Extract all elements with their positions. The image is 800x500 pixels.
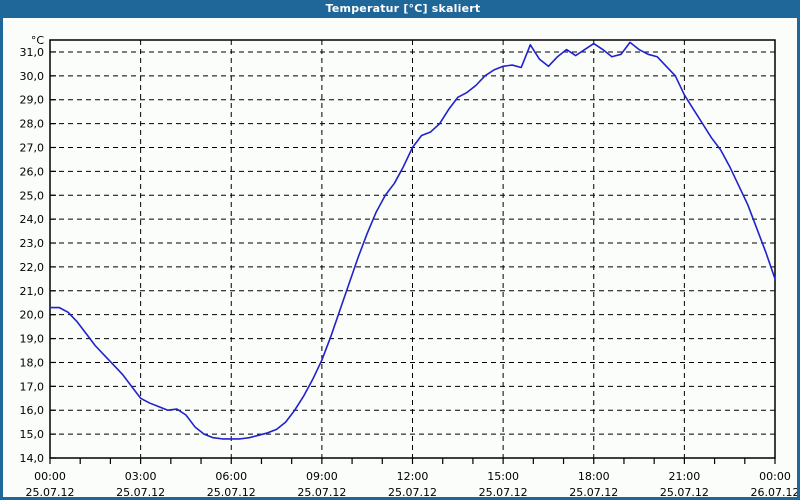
x-axis-tick-labels: 00:00 25.07.12 03:00 25.07.12 06:00 25.07.12 0… — [26, 470, 800, 499]
temperature-line-chart: 14,0 15,0 16,0 17,0 18,0 19,0 20,0 21,0 22,0 23,0… — [20, 34, 800, 499]
chart-plot-area: 14,0 15,0 16,0 17,0 18,0 19,0 20,0 21,0 22,0 23,0… — [3, 18, 800, 499]
y-tick-label: 14,0 — [20, 452, 45, 465]
x-gridlines — [140, 40, 685, 458]
y-tick-label: 27,0 — [20, 141, 45, 154]
y-tick-label: 21,0 — [20, 285, 45, 298]
x-tick-time-label: 12:00 — [397, 470, 429, 483]
x-tick-date-label: 25.07.12 — [660, 486, 709, 499]
y-tick-label: 20,0 — [20, 309, 45, 322]
x-tick-date-label: 25.07.12 — [297, 486, 346, 499]
x-tick-date-label: 25.07.12 — [207, 486, 256, 499]
x-tick-time-label: 06:00 — [215, 470, 247, 483]
y-tick-label: 28,0 — [20, 118, 45, 131]
x-tick-time-label: 03:00 — [125, 470, 157, 483]
y-tick-label: 23,0 — [20, 237, 45, 250]
x-tick-date-label: 25.07.12 — [388, 486, 437, 499]
x-tick-date-label: 25.07.12 — [116, 486, 165, 499]
window-title: Temperatur [°C] skaliert — [325, 2, 481, 15]
y-tick-label: 25,0 — [20, 189, 45, 202]
y-tick-label: 22,0 — [20, 261, 45, 274]
x-tick-time-label: 21:00 — [669, 470, 701, 483]
x-tick-time-label: 15:00 — [487, 470, 519, 483]
x-tick-time-label: 00:00 — [759, 470, 791, 483]
y-tick-label: 30,0 — [20, 70, 45, 83]
x-tick-time-label: 00:00 — [34, 470, 66, 483]
y-tick-label: 18,0 — [20, 356, 45, 369]
x-tick-time-label: 09:00 — [306, 470, 338, 483]
x-axis-ticks — [49, 458, 776, 464]
y-axis-unit-label: °C — [31, 34, 45, 47]
temperature-series-line — [49, 41, 776, 440]
y-tick-label: 15,0 — [20, 428, 45, 441]
x-tick-date-label: 25.07.12 — [26, 486, 75, 499]
y-tick-label: 16,0 — [20, 404, 45, 417]
window-title-bar: Temperatur [°C] skaliert — [3, 0, 797, 18]
y-axis-ticks — [50, 51, 56, 459]
y-tick-label: 29,0 — [20, 94, 45, 107]
y-axis-tick-labels: 14,0 15,0 16,0 17,0 18,0 19,0 20,0 21,0 22,0 23,0… — [20, 46, 45, 465]
y-tick-label: 17,0 — [20, 380, 45, 393]
x-tick-date-label: 26.07.12 — [751, 486, 800, 499]
x-tick-date-label: 25.07.12 — [479, 486, 528, 499]
x-tick-time-label: 18:00 — [578, 470, 610, 483]
x-tick-date-label: 25.07.12 — [569, 486, 618, 499]
y-tick-label: 26,0 — [20, 165, 45, 178]
y-tick-label: 19,0 — [20, 333, 45, 346]
y-tick-label: 31,0 — [20, 46, 45, 59]
y-tick-label: 24,0 — [20, 213, 45, 226]
